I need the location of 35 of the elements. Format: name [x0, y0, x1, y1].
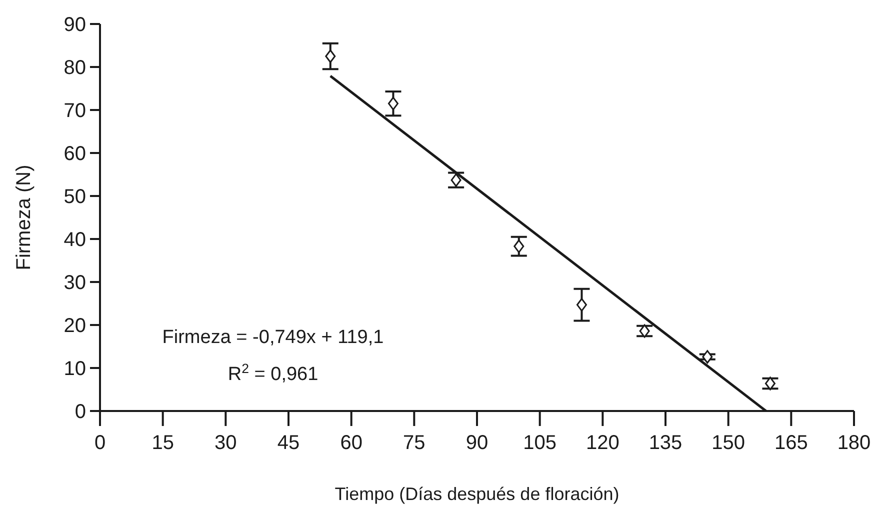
y-axis-title: Firmeza (N) [13, 164, 35, 270]
x-tick-label: 150 [712, 432, 746, 454]
point [639, 324, 650, 338]
x-axis-title: Tiempo (Días después de floración) [334, 484, 620, 504]
y-tick-label: 70 [64, 100, 86, 122]
x-tick-label: 60 [340, 432, 362, 454]
point [388, 96, 398, 110]
x-tick-label: 30 [214, 432, 237, 454]
x-tick-label: 120 [586, 432, 620, 454]
x-tick-label: 180 [837, 432, 871, 454]
x-tick-label: 0 [94, 432, 106, 454]
x-tick-label: 75 [403, 432, 426, 454]
x-tick-label: 15 [152, 432, 174, 454]
y-tick-label: 0 [74, 401, 86, 423]
y-tick-label: 60 [64, 143, 86, 165]
x-tick-label: 90 [466, 432, 488, 454]
point [325, 50, 336, 63]
point [764, 376, 776, 390]
x-tick-label: 105 [523, 432, 557, 454]
point [514, 240, 524, 254]
point [576, 298, 587, 312]
x-tick-label: 165 [774, 432, 808, 454]
y-tick-label: 30 [64, 272, 86, 294]
y-tick-label: 50 [64, 186, 86, 208]
y-tick-label: 90 [64, 14, 86, 36]
point [450, 173, 462, 187]
y-tick-label: 20 [64, 315, 86, 337]
annotation: R$^{2}$ = 0,961 [228, 360, 318, 385]
x-tick-label: 45 [277, 432, 300, 454]
y-tick-label: 40 [64, 229, 86, 251]
annotation: Firmeza = -0,749x + 119,1 [162, 327, 384, 348]
x-tick-label: 135 [648, 432, 682, 454]
y-tick-label: 10 [64, 358, 86, 380]
y-tick-label: 80 [64, 57, 86, 79]
point [702, 350, 713, 364]
